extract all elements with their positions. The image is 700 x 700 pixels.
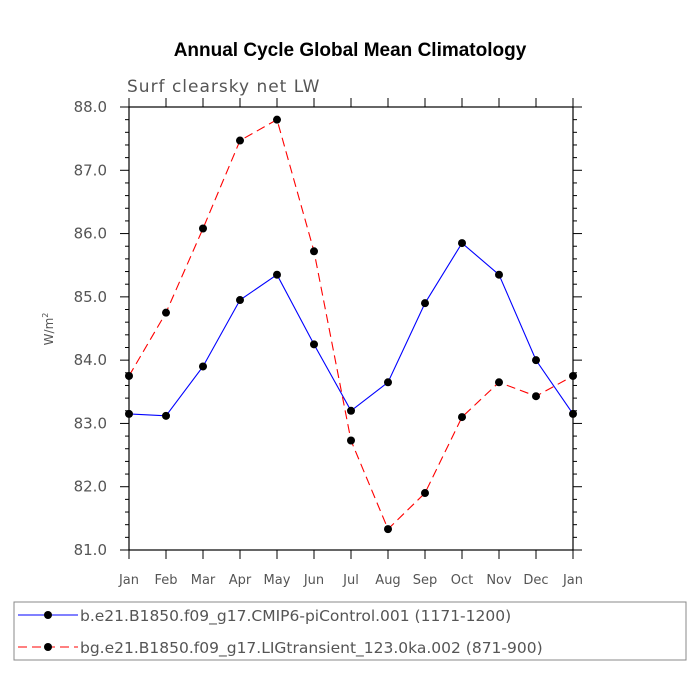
- data-point: [384, 378, 392, 387]
- data-point: [421, 299, 429, 308]
- data-point: [421, 489, 429, 498]
- data-point: [532, 392, 540, 401]
- x-tick-label: May: [264, 573, 291, 588]
- data-point: [199, 224, 207, 233]
- x-tick-label: Dec: [523, 573, 548, 588]
- y-axis-label-exponent: 2: [41, 313, 50, 318]
- data-point: [236, 136, 244, 145]
- data-point: [125, 371, 133, 380]
- data-point: [458, 413, 466, 422]
- y-tick-label: 84.0: [74, 351, 107, 369]
- series-group: [125, 115, 577, 534]
- data-point: [310, 340, 318, 349]
- data-point: [162, 308, 170, 317]
- legend-label-1: b.e21.B1850.f09_g17.CMIP6-piControl.001 …: [80, 607, 511, 626]
- data-point: [495, 270, 503, 279]
- data-point: [199, 362, 207, 371]
- data-point: [495, 378, 503, 387]
- data-point: [569, 409, 577, 418]
- legend-marker-2: [44, 643, 52, 651]
- y-tick-label: 81.0: [74, 541, 107, 559]
- chart-title: Annual Cycle Global Mean Climatology: [174, 40, 527, 61]
- y-tick-label: 86.0: [74, 225, 107, 243]
- data-point: [569, 371, 577, 380]
- x-tick-label: Jan: [118, 573, 139, 588]
- data-point: [162, 411, 170, 420]
- chart-subtitle: Surf clearsky net LW: [127, 77, 320, 97]
- y-tick-label: 82.0: [74, 478, 107, 496]
- legend-box: [13, 601, 687, 661]
- x-tick-label: Oct: [451, 573, 473, 588]
- x-tick-label: Jun: [303, 573, 324, 588]
- legend-marker-1: [44, 611, 52, 619]
- y-tick-label: 85.0: [74, 288, 107, 306]
- data-point: [532, 356, 540, 365]
- y-axis-label: W/m2: [41, 313, 56, 346]
- data-point: [347, 406, 355, 415]
- series-line-1: [128, 242, 574, 417]
- x-tick-label: Jan: [562, 573, 583, 588]
- y-tick-label: 88.0: [74, 98, 107, 116]
- data-point: [384, 525, 392, 534]
- x-tick-label: Jul: [342, 573, 359, 588]
- x-tick-label: Apr: [229, 573, 252, 588]
- data-point: [458, 239, 466, 248]
- legend-label-2: bg.e21.B1850.f09_g17.LIGtransient_123.0k…: [80, 639, 543, 658]
- x-tick-label: Feb: [154, 573, 177, 588]
- x-tick-label: Aug: [375, 573, 400, 588]
- axes: 81.0 82.0 83.0 84.0 85.0 86.0 87.0 88.0 Jan Feb Ma…: [74, 98, 583, 588]
- x-tick-label: Nov: [486, 573, 512, 588]
- data-point: [347, 436, 355, 445]
- y-tick-label: 83.0: [74, 414, 107, 432]
- data-point: [236, 296, 244, 305]
- data-point: [273, 270, 281, 279]
- x-tick-label: Mar: [191, 573, 216, 588]
- data-point: [273, 115, 281, 124]
- x-tick-label: Sep: [413, 573, 438, 588]
- y-axis-label-unit: W/m: [42, 318, 56, 346]
- plot-frame: [128, 106, 574, 551]
- legend: b.e21.B1850.f09_g17.CMIP6-piControl.001 …: [18, 607, 543, 658]
- series-line-2: [128, 118, 574, 531]
- y-tick-label: 87.0: [74, 161, 107, 179]
- data-point: [310, 247, 318, 256]
- data-point: [125, 409, 133, 418]
